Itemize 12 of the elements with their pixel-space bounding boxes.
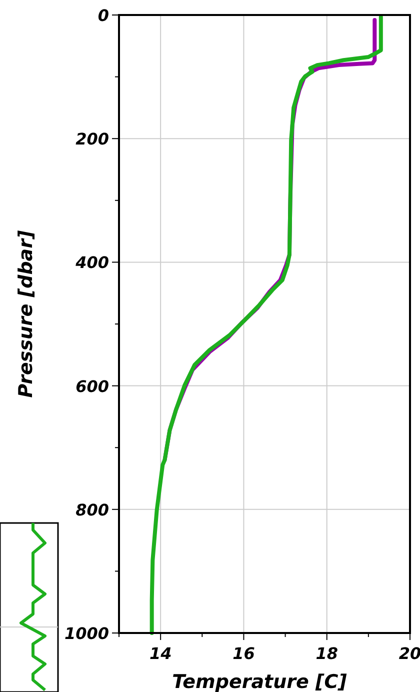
line-series	[150, 14, 383, 635]
y-tick-label: 200	[76, 130, 109, 149]
x-tick-label: 16	[232, 644, 255, 663]
y-tick-label: 400	[74, 253, 109, 272]
y-axis-title: Pressure [dbar]	[15, 230, 37, 398]
x-tick-label: 18	[316, 644, 338, 663]
y-tick-label: 1000	[64, 624, 109, 643]
x-tick-label: 14	[149, 644, 172, 663]
y-tick-label: 800	[76, 500, 109, 520]
y-tick-label: 600	[76, 376, 109, 396]
x-axis-title: Temperature [C]	[172, 671, 348, 692]
y-tick-label: 0	[98, 6, 109, 25]
